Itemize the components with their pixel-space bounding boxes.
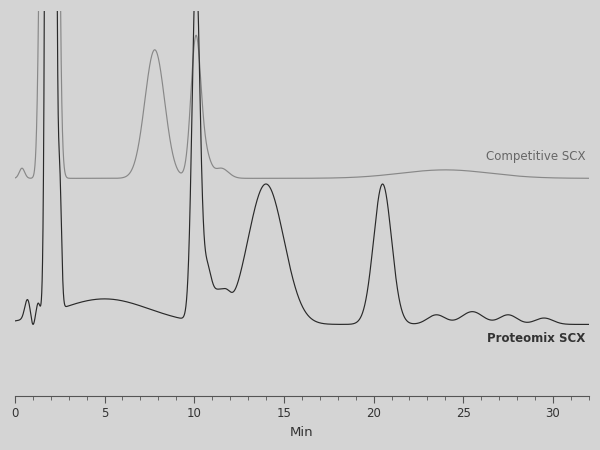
X-axis label: Min: Min — [290, 426, 314, 439]
Text: Competitive SCX: Competitive SCX — [486, 150, 586, 163]
Text: Proteomix SCX: Proteomix SCX — [487, 332, 586, 345]
